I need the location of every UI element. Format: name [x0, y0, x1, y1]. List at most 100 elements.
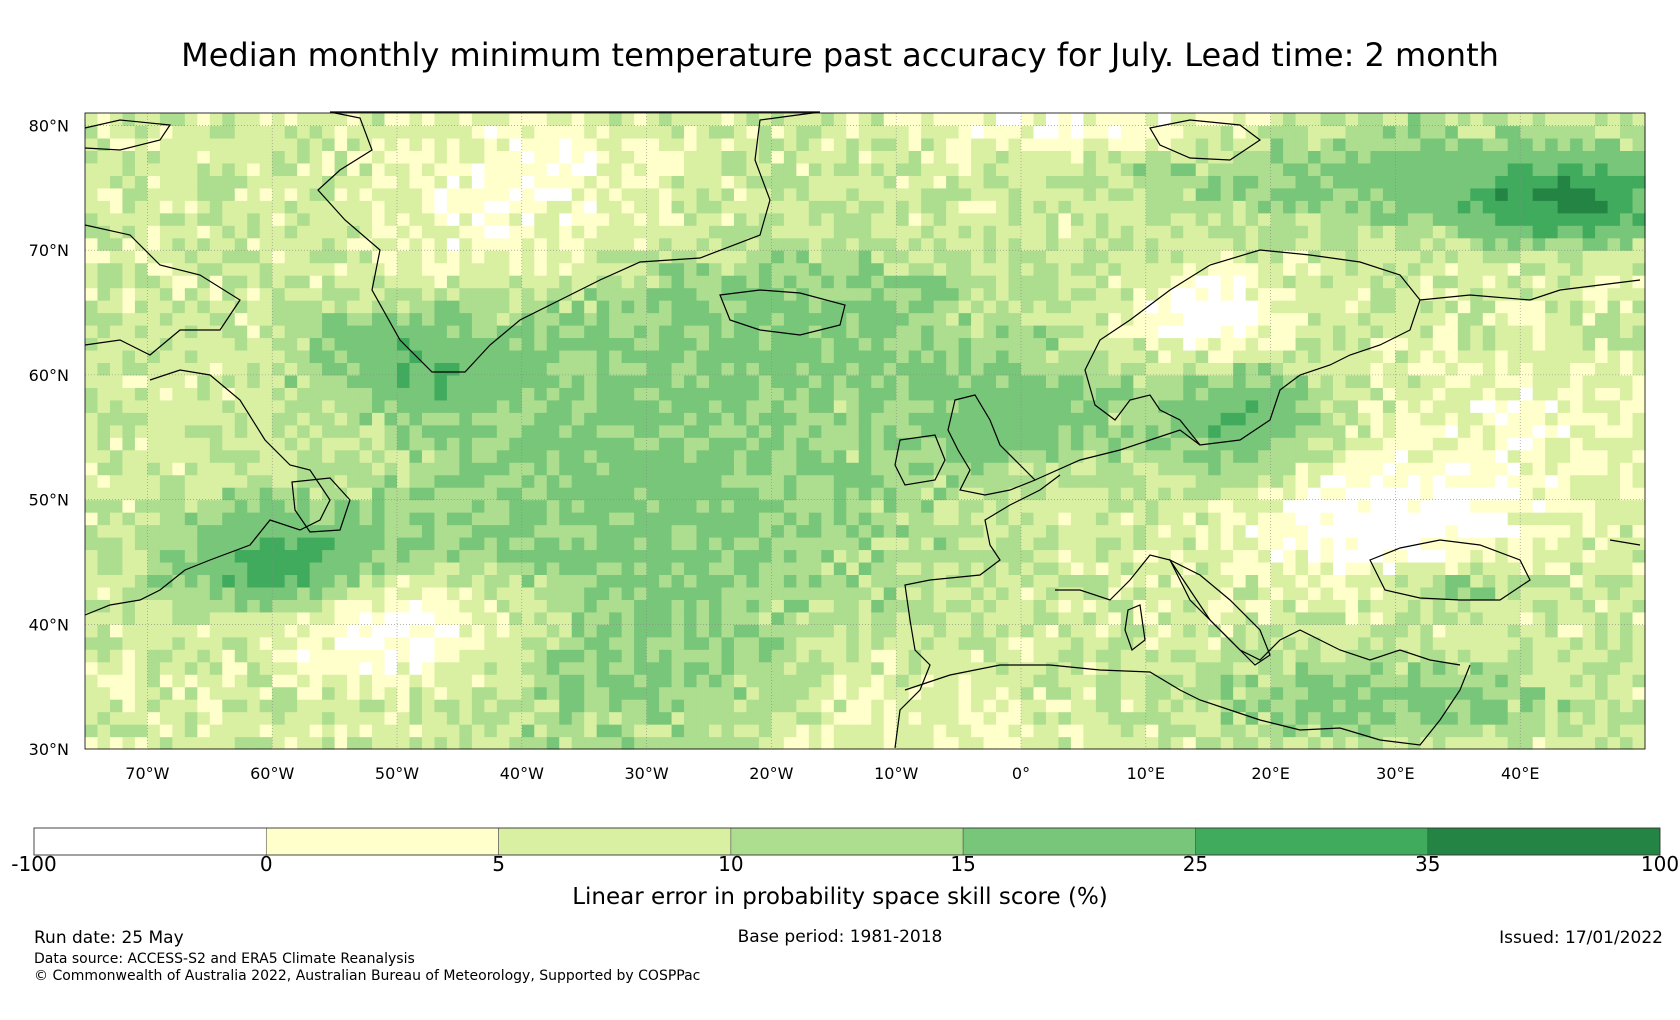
- grid-cell: [197, 599, 211, 613]
- grid-cell: [996, 137, 1010, 152]
- grid-cell: [971, 200, 985, 214]
- grid-cell: [297, 711, 311, 725]
- grid-cell: [621, 312, 635, 326]
- grid-cell: [147, 574, 161, 588]
- grid-cell: [234, 275, 248, 289]
- grid-cell: [871, 187, 885, 201]
- grid-cell: [621, 661, 635, 675]
- grid-cell: [1108, 524, 1122, 538]
- grid-cell: [534, 674, 548, 688]
- grid-cell: [671, 337, 685, 351]
- grid-cell: [896, 237, 910, 251]
- grid-cell: [1070, 187, 1084, 201]
- grid-cell: [1158, 699, 1172, 713]
- grid-cell: [521, 499, 535, 513]
- grid-cell: [484, 574, 498, 588]
- grid-cell: [546, 524, 560, 538]
- grid-cell: [85, 661, 99, 675]
- grid-cell: [584, 499, 598, 513]
- grid-cell: [234, 437, 248, 451]
- grid-cell: [746, 661, 760, 675]
- grid-cell: [621, 699, 635, 713]
- grid-cell: [721, 549, 735, 563]
- grid-cell: [122, 349, 136, 364]
- grid-cell: [97, 474, 111, 488]
- grid-cell: [771, 549, 785, 563]
- grid-cell: [446, 549, 460, 563]
- grid-cell: [259, 300, 273, 314]
- grid-cell: [983, 711, 997, 725]
- grid-cell: [1170, 487, 1184, 501]
- grid-cell: [197, 175, 211, 189]
- grid-cell: [471, 374, 485, 388]
- grid-cell: [634, 537, 648, 551]
- grid-cell: [1021, 337, 1035, 351]
- grid-cell: [471, 175, 485, 189]
- grid-cell: [846, 387, 860, 401]
- grid-cell: [796, 449, 810, 463]
- grid-cell: [297, 686, 311, 700]
- grid-cell: [159, 437, 173, 451]
- grid-cell: [372, 574, 386, 588]
- grid-cell: [996, 574, 1010, 588]
- grid-cell: [409, 699, 423, 713]
- grid-cell: [671, 200, 685, 214]
- grid-cell: [1120, 449, 1134, 463]
- grid-cell: [733, 287, 748, 301]
- grid-cell: [1058, 250, 1072, 264]
- grid-cell: [621, 200, 635, 214]
- grid-cell: [359, 736, 373, 750]
- grid-cell: [983, 162, 997, 176]
- grid-cell: [1083, 524, 1097, 538]
- grid-cell: [671, 574, 685, 588]
- grid-cell: [771, 512, 785, 526]
- grid-cell: [197, 686, 211, 700]
- grid-cell: [359, 237, 373, 251]
- grid-cell: [609, 537, 623, 551]
- grid-cell: [1008, 524, 1022, 538]
- grid-cell: [621, 499, 635, 513]
- grid-cell: [322, 412, 336, 426]
- grid-cell: [696, 462, 710, 476]
- grid-cell: [85, 424, 99, 438]
- grid-cell: [1183, 262, 1197, 276]
- grid-cell: [359, 312, 373, 326]
- grid-cell: [1270, 586, 1284, 600]
- grid-cell: [1045, 699, 1060, 713]
- grid-cell: [896, 574, 910, 588]
- grid-cell: [696, 487, 710, 501]
- grid-cell: [883, 549, 897, 563]
- grid-cell: [1158, 462, 1172, 476]
- grid-cell: [833, 549, 847, 563]
- grid-cell: [434, 586, 448, 600]
- grid-cell: [159, 462, 173, 476]
- grid-cell: [409, 300, 423, 314]
- grid-cell: [122, 537, 136, 551]
- grid-cell: [1295, 349, 1309, 364]
- grid-cell: [459, 499, 473, 513]
- grid-cell: [871, 661, 885, 675]
- grid-cell: [1283, 636, 1297, 650]
- grid-cell: [459, 200, 473, 214]
- grid-cell: [509, 736, 523, 750]
- grid-cell: [746, 412, 760, 426]
- grid-cell: [97, 574, 111, 588]
- grid-cell: [1245, 237, 1259, 251]
- grid-cell: [1058, 412, 1072, 426]
- grid-cell: [796, 150, 810, 164]
- grid-cell: [871, 162, 885, 176]
- grid-cell: [671, 187, 685, 201]
- grid-cell: [247, 125, 261, 139]
- grid-cell: [883, 586, 897, 600]
- grid-cell: [659, 724, 673, 738]
- grid-cell: [1083, 512, 1097, 526]
- grid-cell: [359, 250, 373, 264]
- grid-cell: [758, 636, 772, 650]
- grid-cell: [122, 512, 136, 526]
- grid-cell: [484, 462, 498, 476]
- grid-cell: [733, 125, 748, 139]
- grid-cell: [272, 586, 286, 600]
- grid-cell: [1133, 462, 1147, 476]
- grid-cell: [222, 561, 236, 576]
- grid-cell: [1021, 524, 1035, 538]
